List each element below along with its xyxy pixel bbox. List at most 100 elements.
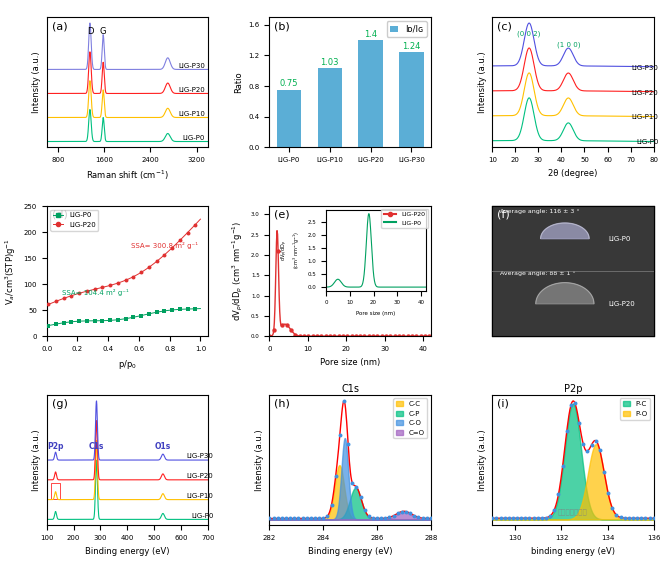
Point: [385, 332, 396, 341]
Point: [74, 289, 85, 298]
Point: [339, 396, 350, 405]
Point: [268, 514, 279, 523]
Point: [541, 513, 552, 522]
Text: LIG-P30: LIG-P30: [632, 65, 658, 71]
Point: [159, 307, 169, 316]
Point: [392, 509, 403, 518]
Point: [355, 332, 366, 341]
Point: [356, 492, 366, 501]
Legend: Iᴅ/Iɢ: Iᴅ/Iɢ: [387, 21, 427, 37]
Point: [413, 513, 424, 522]
Point: [607, 504, 618, 513]
Point: [264, 514, 275, 523]
Point: [376, 514, 387, 523]
Text: 1.4: 1.4: [364, 30, 377, 39]
Text: LIG-P30: LIG-P30: [187, 453, 213, 460]
Point: [426, 514, 436, 523]
Point: [495, 514, 506, 523]
Point: [508, 514, 518, 523]
Point: [190, 304, 201, 313]
Point: [285, 325, 296, 335]
Point: [97, 283, 108, 292]
Point: [89, 285, 100, 294]
Point: [151, 257, 162, 266]
Point: [293, 514, 303, 523]
Point: [368, 514, 378, 523]
Text: O1s: O1s: [155, 441, 171, 451]
Point: [586, 440, 597, 449]
Point: [524, 514, 535, 523]
Point: [66, 291, 77, 300]
Bar: [492, 206, 654, 271]
Point: [272, 514, 283, 523]
Point: [313, 514, 324, 523]
Point: [578, 440, 589, 449]
Point: [325, 332, 336, 341]
X-axis label: Binding energy (eV): Binding energy (eV): [85, 546, 169, 556]
Point: [316, 332, 327, 341]
Point: [372, 332, 383, 341]
Point: [277, 514, 287, 523]
Legend: P-C, P-O: P-C, P-O: [620, 399, 650, 420]
Point: [620, 513, 630, 522]
Point: [422, 514, 432, 523]
Point: [290, 330, 301, 339]
Point: [611, 510, 622, 520]
Y-axis label: Intensity (a.u.): Intensity (a.u.): [32, 429, 41, 491]
Point: [307, 332, 318, 341]
Text: (i): (i): [497, 399, 509, 409]
Point: [394, 332, 404, 341]
Point: [338, 332, 348, 341]
Text: (g): (g): [51, 399, 67, 409]
Point: [120, 314, 131, 323]
Point: [113, 279, 123, 288]
Point: [151, 308, 162, 317]
Point: [190, 220, 201, 229]
Text: 0.75: 0.75: [279, 79, 298, 89]
Polygon shape: [541, 223, 589, 239]
Point: [350, 332, 361, 341]
Point: [351, 482, 362, 491]
Text: (c): (c): [497, 21, 512, 31]
Point: [390, 332, 400, 341]
Point: [136, 268, 147, 277]
Point: [402, 332, 413, 341]
Text: (e): (e): [274, 210, 290, 220]
Text: C1s: C1s: [89, 441, 104, 451]
Point: [301, 514, 312, 523]
Point: [409, 511, 420, 520]
Point: [566, 401, 576, 410]
Bar: [399, 53, 424, 147]
X-axis label: Binding energy (eV): Binding energy (eV): [308, 546, 392, 556]
Point: [305, 514, 316, 523]
Text: SSA= 104.4 m² g⁻¹: SSA= 104.4 m² g⁻¹: [62, 289, 129, 296]
Point: [574, 418, 584, 427]
Text: LIG-P30: LIG-P30: [178, 63, 205, 69]
Point: [364, 512, 374, 521]
Point: [416, 332, 426, 341]
Point: [175, 236, 185, 245]
Point: [553, 490, 564, 499]
Point: [97, 316, 108, 325]
Bar: [492, 271, 654, 336]
Point: [59, 294, 69, 303]
Text: (0 0 2): (0 0 2): [518, 30, 541, 37]
Point: [640, 514, 651, 523]
Point: [549, 505, 560, 514]
Text: P2p: P2p: [47, 441, 64, 451]
Point: [182, 304, 193, 313]
Point: [329, 332, 340, 341]
Point: [636, 514, 646, 523]
Point: [418, 513, 428, 522]
Point: [59, 318, 69, 327]
Point: [528, 514, 539, 523]
Point: [303, 332, 313, 341]
Point: [66, 317, 77, 327]
Point: [277, 321, 287, 330]
Point: [43, 321, 53, 330]
Text: 材料分析与应用: 材料分析与应用: [558, 508, 588, 515]
Point: [487, 514, 498, 523]
Point: [411, 332, 422, 341]
Point: [289, 514, 299, 523]
Point: [364, 332, 374, 341]
